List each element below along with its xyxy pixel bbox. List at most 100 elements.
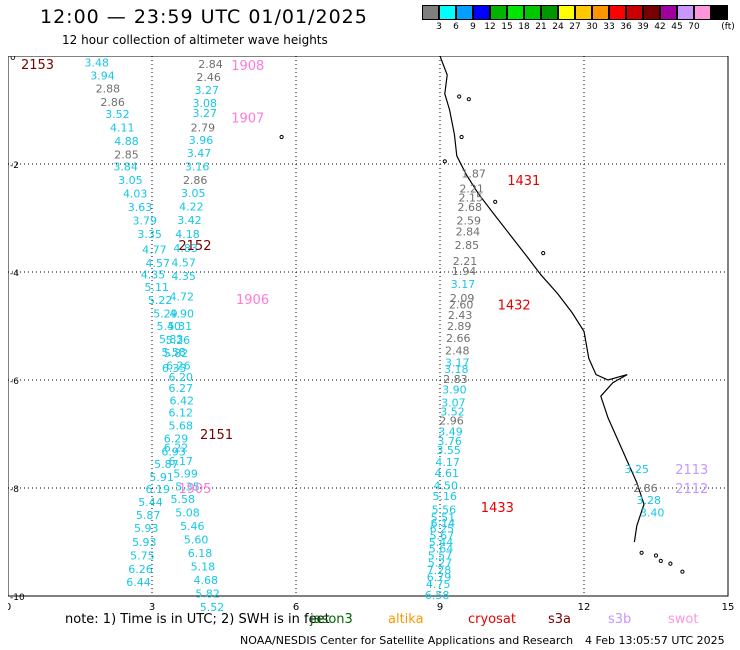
wave-height-value: 6.44 (126, 576, 151, 589)
footer-note: note: 1) Time is in UTC; 2) SWH is in fe… (65, 612, 330, 627)
scale-label: 33 (603, 22, 615, 32)
wave-height-value: 3.17 (451, 278, 476, 291)
wave-height-value: 3.52 (440, 405, 465, 418)
pass-label: 2112 (675, 482, 708, 497)
wave-height-value: 3.18 (444, 363, 469, 376)
wave-height-value: 4.88 (114, 135, 139, 148)
wave-height-value: 5.93 (134, 522, 159, 535)
pass-label: 1433 (481, 501, 514, 516)
wave-height-value: 4.90 (170, 308, 195, 321)
wave-height-value: 5.08 (175, 506, 200, 519)
wave-height-value: 5.64 (429, 542, 454, 555)
wave-height-value: 4.57 (146, 257, 171, 270)
wave-height-value: 2.21 (453, 255, 478, 268)
wave-height-value: 5.67 (430, 530, 455, 543)
scale-swatch (660, 5, 677, 20)
wave-height-value: 1.87 (461, 168, 486, 181)
wave-height-value: 2.84 (456, 226, 481, 239)
wave-height-value: 2.96 (439, 415, 464, 428)
y-tick-label: -2 (10, 161, 19, 171)
wave-height-value: 4.77 (142, 243, 167, 256)
wave-height-value: 5.82 (195, 587, 220, 600)
scale-label: 24 (552, 22, 564, 32)
pass-label: 1907 (231, 112, 264, 127)
y-tick-label: -10 (10, 593, 25, 603)
island (442, 159, 447, 164)
island (457, 94, 462, 99)
wave-height-value: 5.58 (161, 346, 186, 359)
wave-height-value: 5.51 (431, 512, 456, 525)
wave-height-value: 7.28 (427, 564, 452, 577)
wave-height-value: 2.68 (458, 201, 483, 214)
wave-height-value: 3.76 (437, 435, 462, 448)
scale-swatch (541, 5, 558, 20)
wave-height-value: 2.15 (458, 191, 483, 204)
wave-height-map: 036912150-2-4-6-8-103.483.942.882.863.52… (8, 56, 734, 614)
wave-height-value: 3.42 (177, 214, 202, 227)
island (279, 134, 284, 140)
scale-swatch (626, 5, 643, 20)
wave-height-value: 5.44 (429, 536, 454, 549)
scale-swatch (456, 5, 473, 20)
wave-height-value: 5.18 (191, 560, 216, 573)
island (493, 199, 498, 204)
wave-height-value: 6.79 (427, 571, 452, 584)
scale-swatch (643, 5, 660, 20)
wave-height-value: 2.85 (455, 239, 480, 252)
wave-height-value: 5.52 (200, 601, 225, 614)
scale-label: 42 (654, 22, 666, 32)
wave-height-value: 3.90 (442, 384, 467, 397)
pass-label: 1908 (231, 59, 264, 74)
wave-height-value: 4.18 (175, 228, 200, 241)
scale-swatch (422, 5, 439, 20)
scale-label: 45 (671, 22, 683, 32)
wave-height-value: 5.26 (166, 334, 191, 347)
wave-height-value: 5.99 (173, 467, 198, 480)
wave-height-value: 4.11 (110, 121, 135, 134)
pass-label: 2153 (21, 58, 54, 73)
wave-height-value: 5.27 (428, 557, 453, 570)
wave-height-value: 4.72 (170, 290, 195, 303)
scale-swatch (524, 5, 541, 20)
wave-height-value: 5.31 (168, 320, 193, 333)
wave-height-value: 3.05 (181, 187, 206, 200)
wave-height-value: 2.83 (443, 373, 468, 386)
wave-height-value: 4.68 (194, 574, 219, 587)
y-tick-label: 0 (10, 56, 16, 63)
scale-label: 21 (535, 22, 547, 32)
x-tick-label: 12 (578, 602, 591, 613)
scale-label: 27 (569, 22, 581, 32)
wave-height-value: 5.16 (433, 490, 458, 503)
scale-unit: (ft) (721, 22, 735, 32)
wave-height-value: 6.27 (169, 382, 194, 395)
wave-height-value: 2.09 (450, 292, 475, 305)
scale-swatch (439, 5, 456, 20)
wave-height-value: 6.42 (170, 395, 195, 408)
wave-height-value: 6.17 (169, 455, 194, 468)
wave-height-value: 5.75 (130, 550, 155, 563)
wave-height-value: 5.29 (153, 308, 178, 321)
wave-height-value: 2.21 (459, 182, 484, 195)
satellite-cryosat: cryosat (468, 612, 516, 627)
wave-height-value: 5.68 (169, 419, 194, 432)
coastline (439, 56, 645, 543)
wave-height-value: 3.05 (118, 174, 143, 187)
scale-label: 6 (453, 22, 459, 32)
wave-height-value: 2.86 (183, 174, 208, 187)
island (680, 569, 685, 574)
wave-height-value: 4.83 (173, 242, 198, 255)
wave-height-value: 2.66 (446, 332, 471, 345)
island (459, 134, 464, 140)
wave-height-value: 3.25 (625, 463, 650, 476)
wave-height-value: 5.57 (428, 550, 453, 563)
wave-height-value: 6.18 (188, 547, 213, 560)
wave-height-value: 5.46 (180, 520, 205, 533)
scale-label: 18 (518, 22, 530, 32)
scale-swatch (609, 5, 626, 20)
wave-height-value: 3.07 (441, 397, 466, 410)
wave-height-value: 2.84 (198, 58, 223, 71)
wave-height-value: 2.86 (100, 96, 125, 109)
scale-label: 39 (637, 22, 649, 32)
satellite-s3b: s3b (608, 612, 632, 627)
wave-height-value: 5.22 (148, 294, 173, 307)
